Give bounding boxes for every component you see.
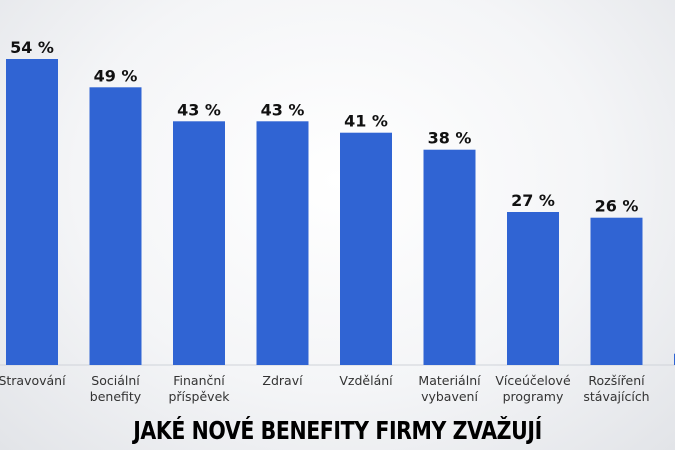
value-label-3: 43 % [261, 100, 305, 119]
category-label-1: Sociální benefity [90, 373, 142, 404]
value-label-6: 27 % [511, 191, 555, 210]
bar-0 [6, 59, 58, 365]
category-label-0: Stravování [0, 373, 66, 388]
category-label-7: Rozšíření stávajících [583, 373, 649, 404]
bar-3 [256, 121, 309, 365]
value-label-4: 41 % [344, 112, 388, 131]
value-label-5: 38 % [428, 129, 472, 148]
category-label-6: Víceúčelové programy [495, 373, 571, 404]
category-label-2: Finanční příspěvek [168, 373, 230, 404]
value-label-1: 49 % [94, 66, 138, 85]
bars-group [6, 59, 675, 366]
value-label-0: 54 % [10, 38, 54, 57]
bar-2 [173, 121, 225, 365]
bar-5 [423, 149, 476, 365]
bar-7 [590, 217, 643, 365]
chart-title: JAKÉ NOVÉ BENEFITY FIRMY ZVAŽUJÍ [133, 416, 542, 445]
category-labels-group: Stravování Sociální benefity Finanční příspě… [0, 373, 650, 404]
category-label-5: Materiální vybavení [418, 373, 481, 404]
value-label-2: 43 % [177, 100, 221, 119]
category-label-3: Zdraví [262, 373, 303, 388]
bar-6 [507, 212, 559, 365]
bar-1 [89, 87, 142, 366]
value-labels-group: 54 % 49 % 43 % 43 % 41 % 38 % 27 % 26 % [10, 38, 638, 216]
bar-4 [340, 132, 392, 365]
value-label-7: 26 % [595, 197, 639, 216]
category-label-4: Vzdělání [339, 373, 393, 388]
